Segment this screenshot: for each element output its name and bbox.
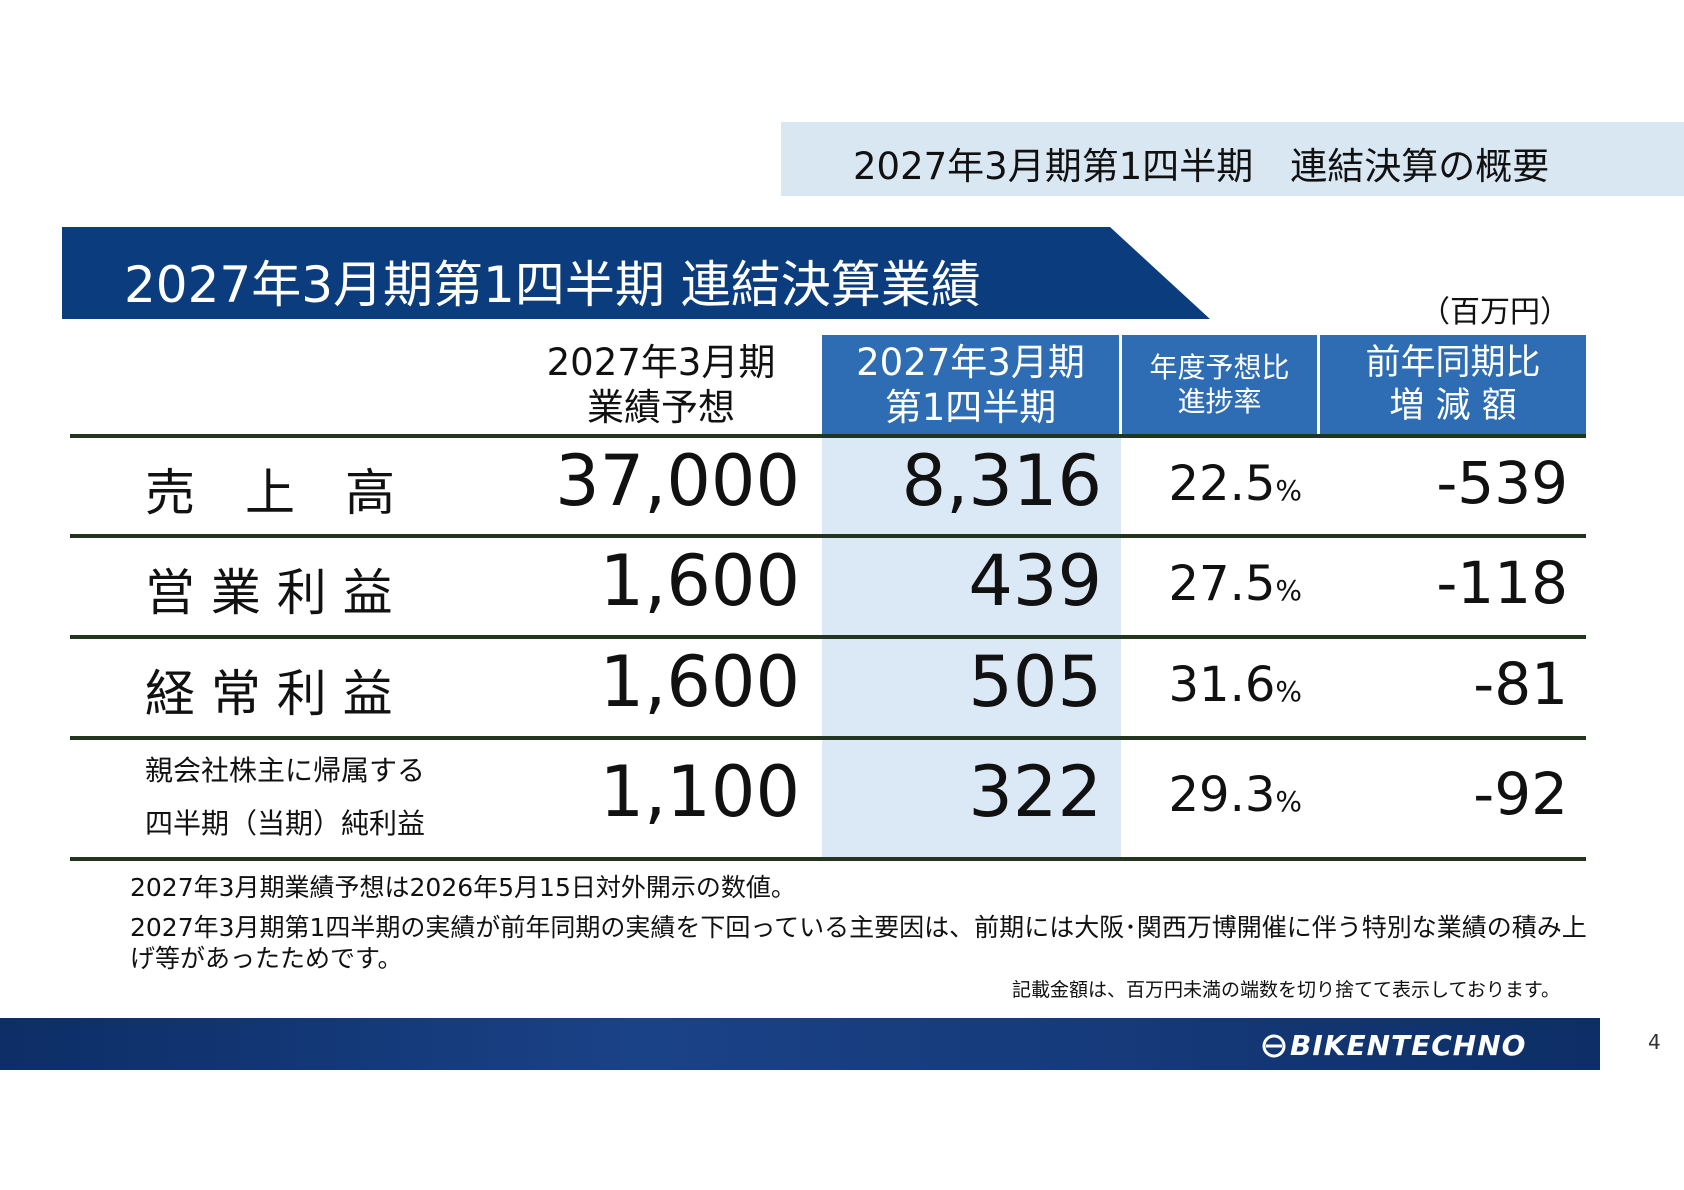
- operating-income-q1: 439: [968, 540, 1102, 622]
- page-number: 4: [1648, 1030, 1661, 1054]
- row-label-net-income-line2: 四半期（当期）純利益: [145, 807, 426, 841]
- operating-income-progress-value: 27.5: [1168, 556, 1276, 612]
- header-q1: 2027年3月期 第1四半期: [822, 335, 1119, 435]
- header-yoy: 前年同期比 増 減 額: [1320, 335, 1586, 435]
- note-reason: 2027年3月期第1四半期の実績が前年同期の実績を下回っている主要因は、前期には…: [130, 912, 1587, 975]
- header-q1-line2: 第1四半期: [884, 386, 1057, 429]
- row-label-sales: 売 上 高: [145, 464, 395, 522]
- logo-mark-icon: [1262, 1034, 1286, 1057]
- sales-progress-unit: %: [1275, 474, 1302, 507]
- sales-progress: 22.5%: [1169, 456, 1302, 512]
- top-banner: 2027年3月期第1四半期 連結決算の概要: [781, 122, 1684, 196]
- header-forecast-line2: 業績予想: [587, 386, 735, 429]
- ordinary-income-progress-unit: %: [1275, 675, 1302, 708]
- q1-column-bg: [822, 436, 1121, 858]
- net-income-forecast: 1,100: [599, 751, 800, 833]
- logo-text: BIKENTECHNO: [1290, 1029, 1527, 1062]
- row-rule: [70, 635, 1586, 639]
- net-income-yoy: -92: [1473, 760, 1568, 828]
- note-reason-line1: 2027年3月期第1四半期の実績が前年同期の実績を下回っている主要因は、前期には…: [130, 913, 1587, 942]
- ordinary-income-forecast: 1,600: [599, 641, 800, 723]
- header-q1-line1: 2027年3月期: [856, 340, 1085, 384]
- ordinary-income-progress: 31.6%: [1169, 657, 1302, 713]
- section-title-band: 2027年3月期第1四半期 連結決算業績: [62, 227, 1210, 319]
- footer-bar: [0, 1018, 1600, 1070]
- sales-progress-value: 22.5: [1168, 456, 1276, 512]
- ordinary-income-q1: 505: [968, 641, 1102, 723]
- header-yoy-line1: 前年同期比: [1365, 343, 1541, 384]
- sales-yoy: -539: [1436, 449, 1568, 517]
- row-label-net-income-line1: 親会社株主に帰属する: [145, 754, 426, 787]
- row-label-net-income: 親会社株主に帰属する 四半期（当期）純利益: [145, 744, 425, 850]
- net-income-progress-value: 29.3: [1168, 767, 1276, 823]
- header-yoy-line2: 増 減 額: [1389, 386, 1517, 426]
- sales-q1: 8,316: [901, 440, 1102, 522]
- section-title: 2027年3月期第1四半期 連結決算業績: [124, 256, 981, 314]
- note-forecast: 2027年3月期業績予想は2026年5月15日対外開示の数値。: [130, 873, 796, 902]
- ordinary-income-progress-value: 31.6: [1168, 657, 1276, 713]
- row-rule: [70, 434, 1586, 438]
- ordinary-income-yoy: -81: [1473, 650, 1568, 718]
- header-progress: 年度予想比 進捗率: [1122, 335, 1317, 435]
- unit-label: （百万円）: [1420, 295, 1570, 330]
- company-logo: BIKENTECHNO: [1262, 1029, 1526, 1062]
- header-progress-line2: 進捗率: [1177, 385, 1262, 418]
- net-income-progress: 29.3%: [1169, 767, 1302, 823]
- row-rule: [70, 736, 1586, 740]
- row-label-ordinary-income: 経 常 利 益: [145, 665, 393, 723]
- sales-forecast: 37,000: [555, 440, 800, 522]
- row-rule: [70, 857, 1586, 861]
- operating-income-yoy: -118: [1436, 549, 1568, 617]
- top-banner-title: 2027年3月期第1四半期 連結決算の概要: [853, 145, 1550, 188]
- net-income-q1: 322: [968, 751, 1102, 833]
- operating-income-forecast: 1,600: [599, 540, 800, 622]
- header-forecast-line1: 2027年3月期: [546, 340, 776, 384]
- net-income-progress-unit: %: [1275, 785, 1302, 818]
- header-forecast: 2027年3月期 業績予想: [500, 335, 822, 435]
- footnote-rounding: 記載金額は、百万円未満の端数を切り捨てて表示しております。: [1012, 979, 1560, 1001]
- operating-income-progress: 27.5%: [1169, 556, 1302, 612]
- row-rule: [70, 534, 1586, 538]
- header-progress-line1: 年度予想比: [1149, 350, 1290, 384]
- operating-income-progress-unit: %: [1275, 574, 1302, 607]
- note-reason-line2: げ等があったためです。: [130, 944, 403, 974]
- title-band-shape: [62, 227, 1210, 319]
- row-label-operating-income: 営 業 利 益: [145, 564, 393, 622]
